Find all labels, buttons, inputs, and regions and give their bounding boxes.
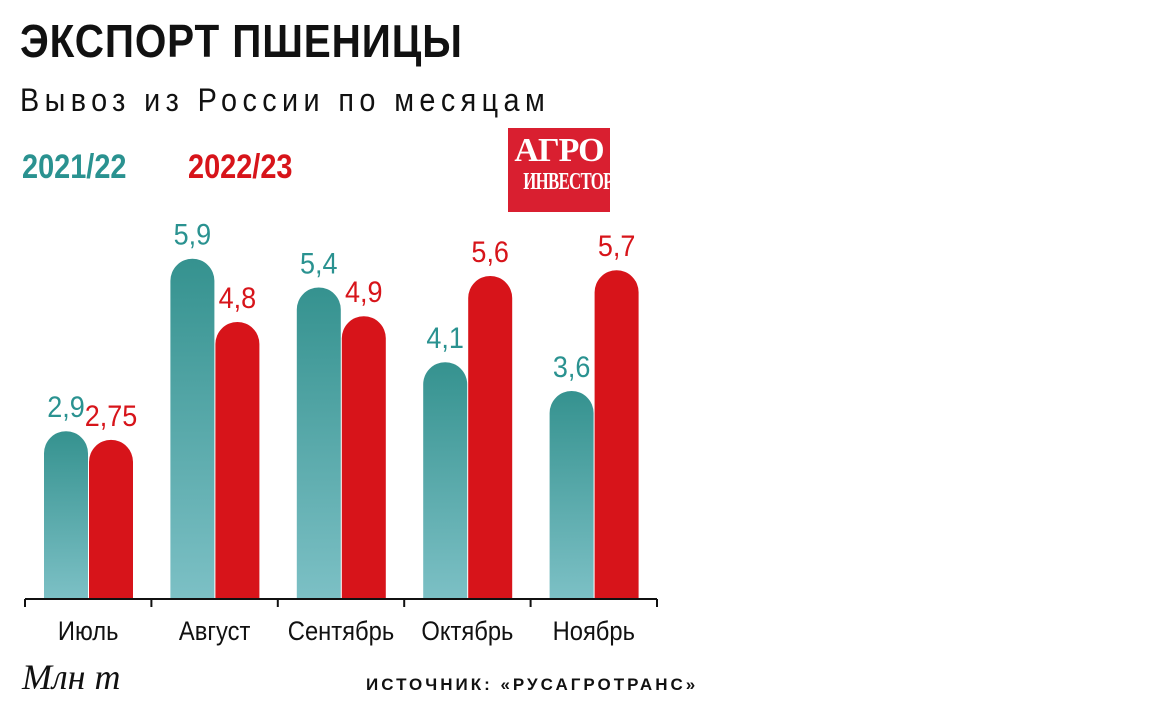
data-label: 5,6 (471, 236, 509, 270)
data-label: 4,9 (345, 276, 383, 310)
agroinvestor-logo: АГРО ИНВЕСТОР (508, 128, 613, 212)
bar-2021-22 (296, 287, 341, 598)
chart-title: ЭКСПОРТ ПШЕНИЦЫ (20, 15, 463, 67)
data-label: 5,7 (598, 230, 636, 264)
bar-2022-23 (468, 276, 513, 598)
bar-2021-22 (44, 431, 88, 598)
data-label: 5,4 (300, 247, 338, 281)
bar-2021-22 (549, 391, 594, 598)
data-label: 2,75 (85, 400, 138, 434)
x-tick-label: Сентябрь (288, 617, 394, 647)
data-label: 4,1 (426, 322, 464, 356)
x-tick-label: Октябрь (421, 617, 513, 647)
source-note: ИСТОЧНИК: «РУСАГРОТРАНС» (366, 675, 699, 694)
data-label: 5,9 (174, 218, 212, 252)
bar-2021-22 (170, 258, 215, 598)
data-label: 2,9 (47, 391, 85, 425)
x-tick-label: Июль (58, 617, 119, 647)
chart-subtitle: Вывоз из России по месяцам (20, 82, 551, 118)
bar-2022-23 (594, 270, 639, 598)
bar-2022-23 (341, 316, 386, 598)
bar-2022-23 (89, 439, 133, 598)
unit-label: Млн т (22, 657, 121, 697)
legend-2021-22: 2021/22 (22, 148, 127, 186)
legend-2022-23: 2022/23 (188, 148, 293, 186)
x-tick-label: Ноябрь (553, 617, 635, 647)
bar-2021-22 (423, 362, 468, 598)
x-tick-label: Август (179, 617, 251, 647)
data-label: 4,8 (219, 282, 257, 316)
data-label: 3,6 (553, 351, 591, 385)
bar-2022-23 (215, 322, 260, 598)
